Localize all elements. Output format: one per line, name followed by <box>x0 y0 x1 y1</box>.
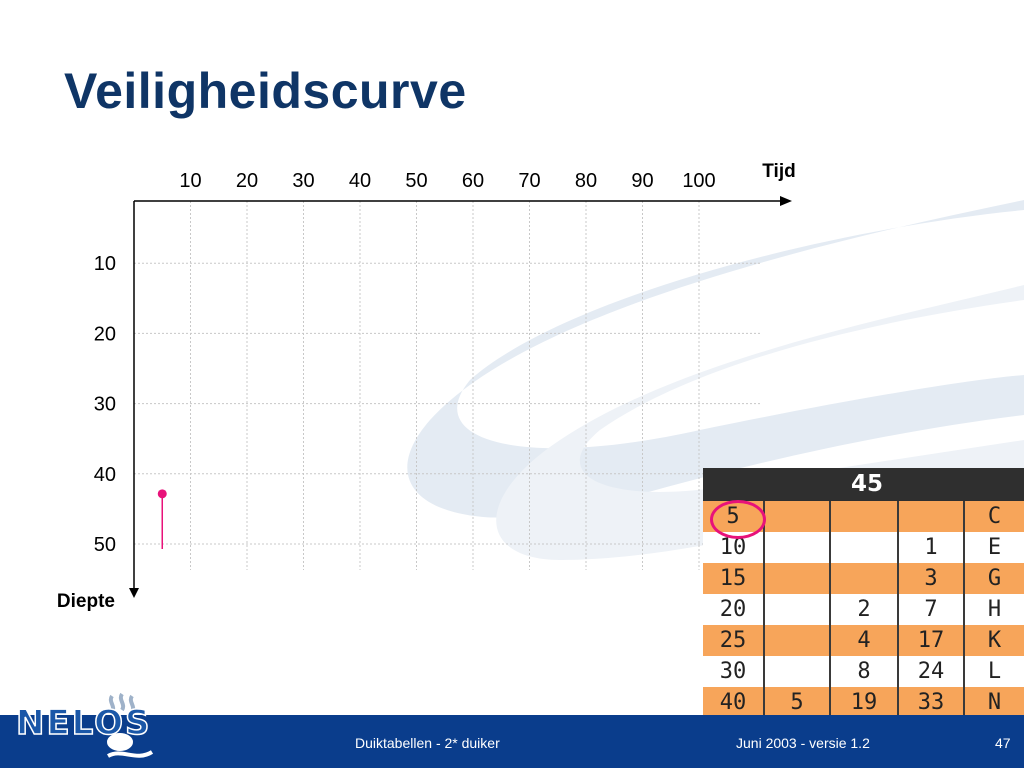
x-tick-label: 10 <box>179 170 201 192</box>
x-tick-label: 100 <box>682 170 715 192</box>
table-cell <box>899 501 965 532</box>
table-cell: 17 <box>899 625 965 656</box>
table-cell: 4 <box>831 625 899 656</box>
table-cell: 8 <box>831 656 899 687</box>
table-cell: 40 <box>703 687 765 718</box>
x-tick-label: 20 <box>236 170 258 192</box>
y-axis-label: Diepte <box>57 591 115 612</box>
table-cell <box>831 532 899 563</box>
table-row: 20 2 7 H <box>703 594 1024 625</box>
grid <box>134 201 762 570</box>
x-tick-label: 60 <box>462 170 484 192</box>
table-cell: 10 <box>703 532 765 563</box>
nelos-logo: NELOS <box>15 692 154 758</box>
y-tick-label: 30 <box>94 394 116 416</box>
table-cell: 3 <box>899 563 965 594</box>
x-tick-labels: 10 20 30 40 50 60 70 80 90 100 <box>179 170 715 192</box>
table-cell: 33 <box>899 687 965 718</box>
dive-table-header: 45 <box>703 468 1024 501</box>
table-cell <box>765 501 831 532</box>
table-row: 30 8 24 L <box>703 656 1024 687</box>
table-cell: 24 <box>899 656 965 687</box>
table-cell: E <box>987 535 1002 560</box>
table-cell: 7 <box>899 594 965 625</box>
table-cell: C <box>987 504 1002 529</box>
table-cell: L <box>987 659 1002 684</box>
diver-logo-icon <box>105 731 154 758</box>
table-cell: G <box>987 566 1002 591</box>
y-tick-labels: 10 20 30 40 50 <box>94 253 116 556</box>
table-row: 10 1 E <box>703 532 1024 563</box>
y-tick-label: 50 <box>94 534 116 556</box>
table-cell: H <box>987 597 1002 622</box>
x-tick-label: 90 <box>631 170 653 192</box>
table-row: 25 4 17 K <box>703 625 1024 656</box>
table-cell: N <box>987 690 1002 715</box>
table-cell: 20 <box>703 594 765 625</box>
axes <box>129 196 792 598</box>
footer-title: Duiktabellen - 2* duiker <box>355 735 500 751</box>
x-tick-label: 50 <box>405 170 427 192</box>
table-cell <box>765 563 831 594</box>
table-row: 40 5 19 33 N <box>703 687 1024 718</box>
logo-text: NELOS <box>16 703 152 743</box>
table-cell <box>831 501 899 532</box>
x-tick-label: 70 <box>518 170 540 192</box>
page-number: 47 <box>995 735 1011 751</box>
table-cell: 1 <box>899 532 965 563</box>
table-cell <box>765 532 831 563</box>
y-tick-label: 10 <box>94 253 116 275</box>
highlight-circle <box>710 500 766 539</box>
table-cell <box>765 656 831 687</box>
table-cell <box>765 625 831 656</box>
x-axis-arrow <box>780 196 792 206</box>
table-row: 15 3 G <box>703 563 1024 594</box>
table-cell: 2 <box>831 594 899 625</box>
x-axis-label: Tijd <box>762 161 795 182</box>
table-cell: 19 <box>831 687 899 718</box>
table-cell <box>765 594 831 625</box>
table-cell: K <box>987 628 1002 653</box>
slide-title: Veiligheidscurve <box>64 63 467 119</box>
y-tick-label: 40 <box>94 464 116 486</box>
table-cell: 5 <box>765 687 831 718</box>
table-cell: 25 <box>703 625 765 656</box>
x-tick-label: 30 <box>292 170 314 192</box>
y-tick-label: 20 <box>94 323 116 345</box>
table-cell: 30 <box>703 656 765 687</box>
y-axis-arrow <box>129 588 139 598</box>
dive-table-depth-header: 45 <box>851 471 884 497</box>
data-point <box>157 489 167 499</box>
table-cell: 15 <box>703 563 765 594</box>
data-marks <box>157 489 167 549</box>
table-cell <box>831 563 899 594</box>
footer-bar <box>0 715 1024 768</box>
x-tick-label: 40 <box>349 170 371 192</box>
footer-date: Juni 2003 - versie 1.2 <box>736 735 870 751</box>
x-tick-label: 80 <box>575 170 597 192</box>
